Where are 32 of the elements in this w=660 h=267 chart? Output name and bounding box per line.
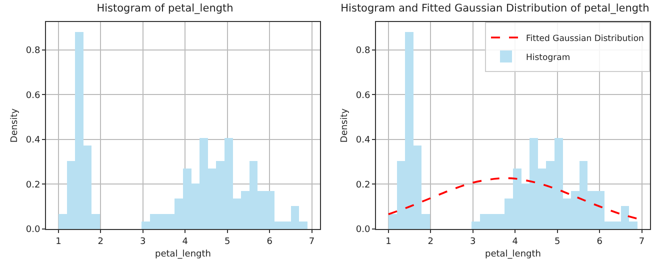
y-tick-label: 0.0 [26, 225, 40, 236]
y-tick-label: 0.2 [26, 180, 40, 190]
x-tick-label: 2 [98, 236, 104, 247]
y-tick-label: 0.0 [356, 225, 370, 236]
x-tick-label: 4 [182, 236, 188, 247]
x-tick-label: 1 [56, 236, 62, 247]
x-axis-title: petal_length [485, 250, 541, 260]
x-tick-label: 5 [554, 236, 560, 247]
chart-title: Histogram and Fitted Gaussian Distribution of petal_length [340, 2, 650, 14]
y-tick-label: 0.8 [356, 46, 370, 56]
x-tick-label: 2 [428, 236, 434, 247]
y-tick-label: 0.2 [356, 180, 370, 190]
legend-label: Fitted Gaussian Distribution [526, 34, 644, 44]
x-tick-label: 7 [638, 236, 645, 247]
chart-title: Histogram of petal_length [96, 2, 234, 14]
y-tick-label: 0.8 [26, 46, 40, 56]
x-tick-label: 5 [224, 236, 230, 247]
x-tick-label: 3 [140, 236, 146, 247]
y-axis-title: Density [340, 108, 350, 143]
x-axis-title: petal_length [155, 250, 211, 260]
x-tick-label: 4 [512, 236, 518, 247]
x-tick-label: 6 [596, 236, 603, 247]
y-axis-title: Density [10, 108, 20, 143]
y-tick-label: 0.4 [26, 136, 40, 146]
y-tick-label: 0.6 [26, 90, 40, 101]
x-tick-label: 1 [386, 236, 392, 247]
x-tick-label: 3 [470, 236, 476, 247]
y-tick-label: 0.4 [356, 136, 370, 146]
x-tick-label: 6 [266, 236, 273, 247]
x-tick-label: 7 [308, 236, 315, 247]
y-tick-label: 0.6 [356, 90, 370, 101]
legend-label: Histogram [526, 52, 570, 63]
